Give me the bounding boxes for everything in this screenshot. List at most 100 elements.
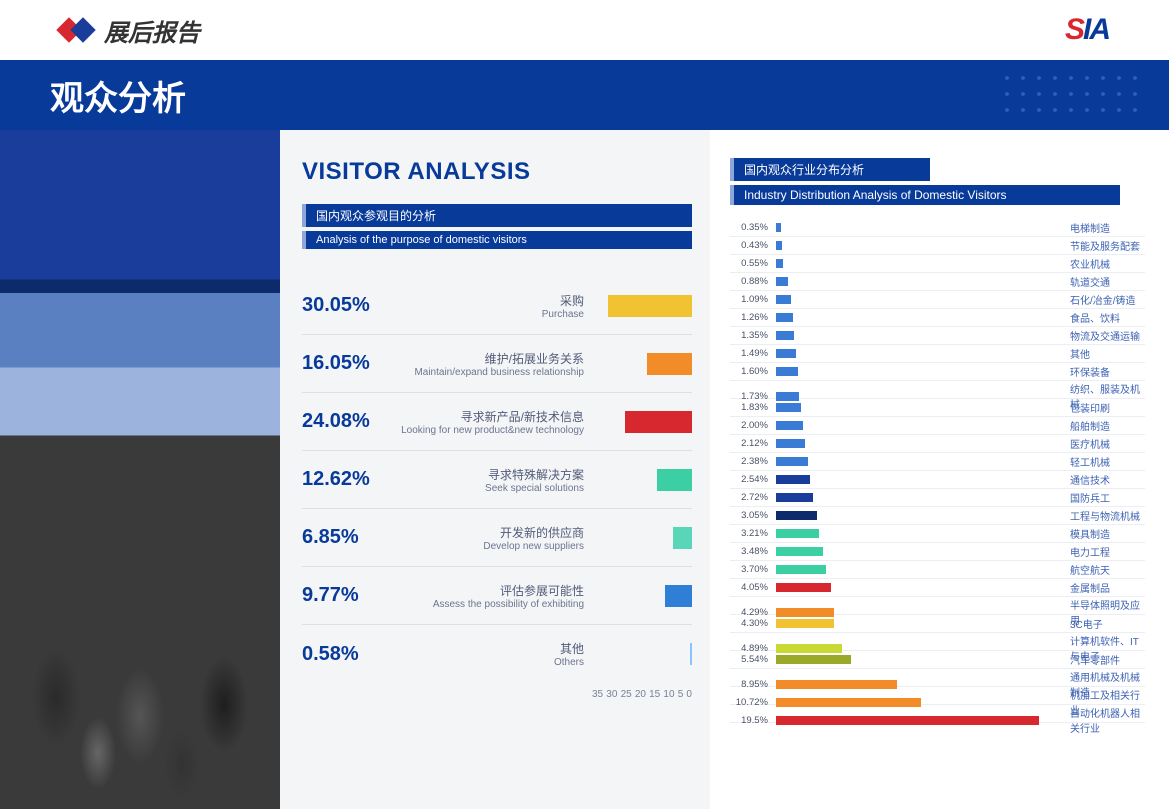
purpose-bar-cell	[592, 451, 692, 508]
purpose-pct: 0.58%	[302, 643, 382, 666]
industry-label: 航空航天	[1064, 562, 1145, 577]
x-tick: 35	[592, 689, 603, 700]
x-tick: 5	[678, 689, 684, 700]
purpose-row: 0.58%其他Others	[302, 625, 692, 683]
purpose-bar-cell	[592, 335, 692, 392]
industry-pct: 2.54%	[730, 474, 774, 485]
industry-bar-cell	[774, 507, 1064, 524]
industry-label: 物流及交通运输	[1064, 328, 1145, 343]
industry-bar	[776, 313, 793, 322]
industry-bar-cell	[774, 543, 1064, 560]
purpose-label-en: Develop new suppliers	[382, 541, 584, 552]
industry-row: 10.72%机加工及相关行业	[730, 687, 1145, 705]
visitor-analysis-panel: VISITOR ANALYSIS 国内观众参观目的分析 Analysis of …	[280, 130, 710, 809]
industry-pct: 0.88%	[730, 276, 774, 287]
purpose-pct: 30.05%	[302, 294, 382, 317]
industry-label: 电力工程	[1064, 544, 1145, 559]
industry-bar	[776, 277, 788, 286]
industry-row: 2.00%船舶制造	[730, 417, 1145, 435]
industry-pct: 3.21%	[730, 528, 774, 539]
industry-label: 节能及服务配套	[1064, 238, 1145, 253]
purpose-bar	[673, 527, 692, 549]
industry-row: 8.95%通用机械及机械制造	[730, 669, 1145, 687]
x-tick: 10	[663, 689, 674, 700]
industry-pct: 4.29%	[730, 607, 774, 618]
industry-panel: 国内观众行业分布分析 Industry Distribution Analysi…	[710, 130, 1169, 809]
industry-bar	[776, 295, 791, 304]
industry-pct: 10.72%	[730, 697, 774, 708]
industry-pct: 0.35%	[730, 222, 774, 233]
industry-label: 国防兵工	[1064, 490, 1145, 505]
industry-pct: 3.05%	[730, 510, 774, 521]
industry-bar	[776, 529, 819, 538]
industry-pct: 1.83%	[730, 402, 774, 413]
purpose-row: 30.05%采购Purchase	[302, 277, 692, 335]
industry-subheader: 国内观众行业分布分析 Industry Distribution Analysi…	[730, 158, 1145, 205]
industry-pct: 1.26%	[730, 312, 774, 323]
hero-banner: 观众分析	[0, 60, 1169, 130]
industry-bar-cell	[774, 309, 1064, 326]
industry-row: 1.26%食品、饮料	[730, 309, 1145, 327]
industry-bar-cell	[774, 615, 1064, 632]
industry-bar	[776, 403, 801, 412]
industry-bar	[776, 349, 796, 358]
industry-row: 4.30% 3C电子	[730, 615, 1145, 633]
purpose-row: 9.77%评估参展可能性Assess the possibility of ex…	[302, 567, 692, 625]
industry-bar	[776, 547, 823, 556]
industry-row: 3.48% 电力工程	[730, 543, 1145, 561]
industry-bar-cell	[774, 219, 1064, 236]
industry-label: 船舶制造	[1064, 418, 1145, 433]
purpose-pct: 12.62%	[302, 468, 382, 491]
industry-row: 0.43%节能及服务配套	[730, 237, 1145, 255]
industry-row: 2.54%通信技术	[730, 471, 1145, 489]
industry-bar	[776, 223, 781, 232]
industry-bar	[776, 716, 1039, 725]
purpose-pct: 16.05%	[302, 352, 382, 375]
report-title: 展后报告	[104, 13, 200, 48]
purpose-labels: 维护/拓展业务关系Maintain/expand business relati…	[382, 350, 592, 378]
x-tick: 30	[606, 689, 617, 700]
industry-label: 3C电子	[1064, 616, 1145, 631]
purpose-labels: 开发新的供应商Develop new suppliers	[382, 524, 592, 552]
purpose-labels: 评估参展可能性Assess the possibility of exhibit…	[382, 582, 592, 610]
x-tick: 15	[649, 689, 660, 700]
x-tick: 20	[635, 689, 646, 700]
industry-row: 3.70% 航空航天	[730, 561, 1145, 579]
purpose-label-cn: 评估参展可能性	[382, 582, 584, 599]
industry-bar	[776, 493, 813, 502]
industry-bar-cell	[774, 579, 1064, 596]
industry-bar-cell	[774, 453, 1064, 470]
industry-pct: 5.54%	[730, 654, 774, 665]
purpose-label-cn: 寻求特殊解决方案	[382, 466, 584, 483]
industry-pct: 3.48%	[730, 546, 774, 557]
industry-bar	[776, 457, 808, 466]
industry-label: 石化/冶金/铸造	[1064, 292, 1145, 307]
industry-pct: 4.30%	[730, 618, 774, 629]
industry-bar-cell	[774, 471, 1064, 488]
purpose-label-cn: 维护/拓展业务关系	[382, 350, 584, 367]
industry-pct: 4.05%	[730, 582, 774, 593]
industry-row: 19.5%自动化机器人相关行业	[730, 705, 1145, 723]
purpose-bar-cell	[592, 393, 692, 450]
industry-label: 自动化机器人相关行业	[1064, 705, 1145, 735]
industry-row: 4.29%半导体照明及应用	[730, 597, 1145, 615]
industry-row: 2.72% 国防兵工	[730, 489, 1145, 507]
industry-pct: 3.70%	[730, 564, 774, 575]
industry-row: 0.88%轨道交通	[730, 273, 1145, 291]
report-brand: 展后报告	[60, 13, 200, 48]
diamond-logo-icon	[60, 21, 92, 39]
industry-row: 1.83%包装印刷	[730, 399, 1145, 417]
purpose-chart: 30.05%采购Purchase 16.05%维护/拓展业务关系Maintain/…	[302, 277, 692, 683]
industry-pct: 2.72%	[730, 492, 774, 503]
purpose-subheader-en: Analysis of the purpose of domestic visi…	[302, 231, 692, 249]
industry-bar-cell	[774, 489, 1064, 506]
industry-bar	[776, 367, 798, 376]
industry-bar	[776, 475, 810, 484]
purpose-label-en: Seek special solutions	[382, 483, 584, 494]
industry-bar-cell	[774, 237, 1064, 254]
purpose-bar-cell	[592, 509, 692, 566]
sia-logo: SIA	[1065, 13, 1109, 47]
industry-bar-cell	[774, 291, 1064, 308]
industry-pct: 1.09%	[730, 294, 774, 305]
purpose-x-axis: 35302520151050	[302, 689, 692, 700]
